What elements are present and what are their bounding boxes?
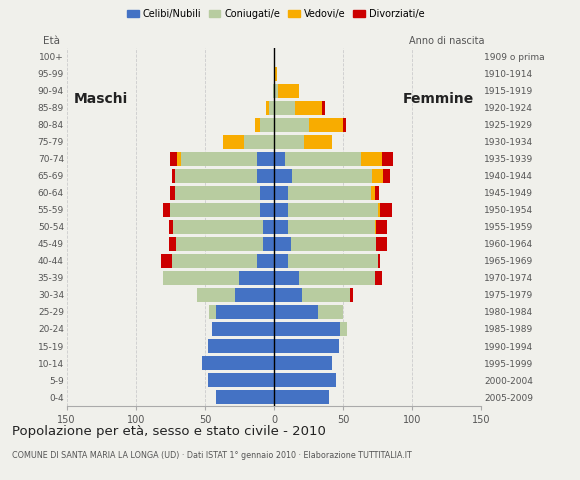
Text: Femmine: Femmine bbox=[403, 92, 474, 106]
Bar bbox=[197, 288, 235, 302]
Bar bbox=[171, 152, 177, 166]
Bar bbox=[371, 186, 375, 200]
Bar bbox=[244, 135, 274, 149]
Bar bbox=[291, 237, 376, 251]
Bar bbox=[169, 220, 173, 234]
Bar bbox=[302, 288, 350, 302]
Bar bbox=[383, 169, 390, 183]
Bar bbox=[208, 373, 274, 387]
Bar bbox=[288, 220, 375, 234]
Bar bbox=[274, 101, 295, 115]
Bar bbox=[177, 152, 182, 166]
Bar bbox=[375, 186, 379, 200]
Text: Età: Età bbox=[43, 36, 60, 46]
Bar bbox=[361, 152, 382, 166]
Bar bbox=[340, 322, 347, 336]
Text: COMUNE DI SANTA MARIA LA LONGA (UD) · Dati ISTAT 1° gennaio 2010 · Elaborazione : COMUNE DI SANTA MARIA LA LONGA (UD) · Da… bbox=[12, 451, 411, 460]
Bar bbox=[175, 169, 258, 183]
Bar bbox=[322, 101, 325, 115]
Bar bbox=[274, 67, 277, 81]
Bar bbox=[274, 373, 336, 387]
Bar bbox=[274, 339, 339, 353]
Bar bbox=[285, 152, 361, 166]
Bar bbox=[182, 152, 258, 166]
Bar bbox=[304, 135, 332, 149]
Bar bbox=[258, 152, 274, 166]
Bar bbox=[171, 203, 260, 217]
Bar bbox=[172, 169, 175, 183]
Bar bbox=[240, 271, 274, 285]
Bar bbox=[164, 271, 240, 285]
Bar bbox=[176, 237, 263, 251]
Bar bbox=[278, 84, 299, 97]
Bar bbox=[260, 186, 274, 200]
Bar bbox=[378, 203, 380, 217]
Bar bbox=[274, 254, 288, 268]
Bar bbox=[288, 186, 371, 200]
Bar bbox=[274, 288, 302, 302]
Bar bbox=[175, 186, 260, 200]
Bar bbox=[380, 203, 392, 217]
Bar bbox=[274, 152, 285, 166]
Bar bbox=[375, 220, 376, 234]
Bar bbox=[274, 186, 288, 200]
Bar bbox=[161, 254, 172, 268]
Bar bbox=[274, 203, 288, 217]
Bar bbox=[255, 118, 260, 132]
Bar bbox=[235, 288, 274, 302]
Text: Popolazione per età, sesso e stato civile - 2010: Popolazione per età, sesso e stato civil… bbox=[12, 425, 325, 438]
Bar bbox=[273, 84, 274, 97]
Bar bbox=[172, 254, 258, 268]
Bar bbox=[274, 135, 304, 149]
Bar bbox=[274, 271, 299, 285]
Bar bbox=[350, 288, 353, 302]
Text: Maschi: Maschi bbox=[74, 92, 128, 106]
Bar bbox=[266, 101, 269, 115]
Bar bbox=[216, 390, 274, 404]
Bar bbox=[263, 220, 274, 234]
Text: Anno di nascita: Anno di nascita bbox=[409, 36, 484, 46]
Bar bbox=[288, 203, 378, 217]
Bar bbox=[274, 237, 291, 251]
Bar bbox=[258, 169, 274, 183]
Bar bbox=[274, 322, 340, 336]
Bar bbox=[164, 203, 171, 217]
Bar bbox=[208, 339, 274, 353]
Bar bbox=[263, 237, 274, 251]
Bar bbox=[376, 220, 387, 234]
Bar bbox=[202, 356, 274, 370]
Bar bbox=[269, 101, 274, 115]
Bar bbox=[171, 186, 175, 200]
Bar bbox=[274, 390, 329, 404]
Bar bbox=[274, 118, 309, 132]
Bar bbox=[295, 101, 322, 115]
Bar bbox=[274, 356, 332, 370]
Bar bbox=[292, 169, 372, 183]
Bar bbox=[288, 254, 378, 268]
Bar bbox=[209, 305, 216, 319]
Bar bbox=[173, 220, 263, 234]
Bar bbox=[378, 254, 380, 268]
Bar bbox=[372, 169, 383, 183]
Bar bbox=[274, 220, 288, 234]
Bar bbox=[274, 305, 318, 319]
Bar bbox=[375, 271, 382, 285]
Bar bbox=[169, 237, 176, 251]
Bar bbox=[223, 135, 244, 149]
Bar bbox=[309, 118, 343, 132]
Bar bbox=[212, 322, 274, 336]
Bar bbox=[216, 305, 274, 319]
Bar bbox=[299, 271, 375, 285]
Legend: Celibi/Nubili, Coniugati/e, Vedovi/e, Divorziati/e: Celibi/Nubili, Coniugati/e, Vedovi/e, Di… bbox=[123, 5, 428, 23]
Bar bbox=[274, 84, 278, 97]
Bar bbox=[274, 169, 292, 183]
Bar bbox=[382, 152, 393, 166]
Bar bbox=[318, 305, 343, 319]
Bar bbox=[258, 254, 274, 268]
Bar bbox=[376, 237, 387, 251]
Bar bbox=[260, 118, 274, 132]
Bar bbox=[343, 118, 346, 132]
Bar bbox=[260, 203, 274, 217]
